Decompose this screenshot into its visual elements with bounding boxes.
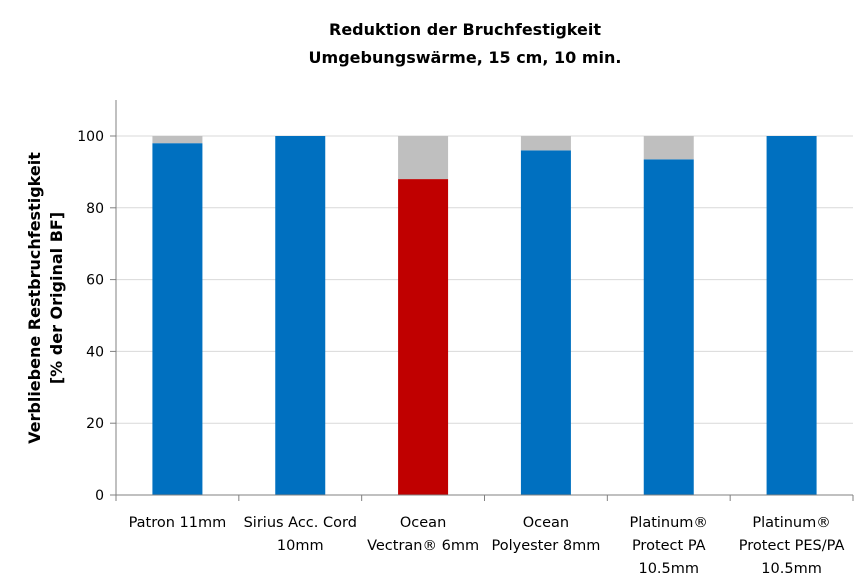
axes (115, 100, 854, 501)
category-label: 10mm (277, 538, 324, 554)
bar-reduction (643, 136, 694, 160)
category-label: 10.5mm (638, 561, 699, 577)
category-label: Ocean (523, 515, 569, 531)
y-tick-label: 80 (86, 201, 104, 217)
category-label: Sirius Acc. Cord (244, 515, 357, 531)
y-tick-labels: 0 20 40 60 80 100 (77, 129, 116, 504)
bar-reduction (152, 136, 203, 144)
gridlines (116, 135, 853, 424)
category-label: Platinum® (630, 515, 708, 531)
bar-retained (398, 179, 449, 495)
y-tick-label: 0 (95, 488, 104, 504)
bar-retained (520, 150, 571, 496)
category-label: Protect PES/PA (739, 538, 845, 554)
category-label: Vectran® 6mm (367, 538, 479, 554)
category-label: Patron 11mm (129, 515, 227, 531)
y-tick-label: 40 (86, 344, 104, 360)
chart-title-line2: Umgebungswärme, 15 cm, 10 min. (309, 48, 622, 67)
category-label: Platinum® (752, 515, 830, 531)
category-label: Ocean (400, 515, 446, 531)
y-tick-label: 100 (77, 129, 104, 145)
category-label: 10.5mm (761, 561, 822, 577)
bar-retained (152, 143, 203, 495)
bar-retained (766, 136, 817, 495)
bar-retained (643, 159, 694, 495)
y-axis-label-line1: Verbliebene Restbruchfestigkeit (25, 152, 44, 444)
bar-reduction (520, 136, 571, 151)
chart-title-line1: Reduktion der Bruchfestigkeit (329, 20, 601, 39)
category-label: Polyester 8mm (491, 538, 600, 554)
y-axis-label-line2: [% der Original BF] (47, 212, 66, 384)
category-label: Protect PA (632, 538, 706, 554)
bar-reduction (398, 136, 449, 180)
y-tick-label: 20 (86, 416, 104, 432)
bar-retained (275, 136, 326, 495)
y-tick-label: 60 (86, 273, 104, 289)
category-labels: Patron 11mm Sirius Acc. Cord 10mm Ocean Vect… (129, 515, 845, 577)
bars (152, 136, 817, 496)
